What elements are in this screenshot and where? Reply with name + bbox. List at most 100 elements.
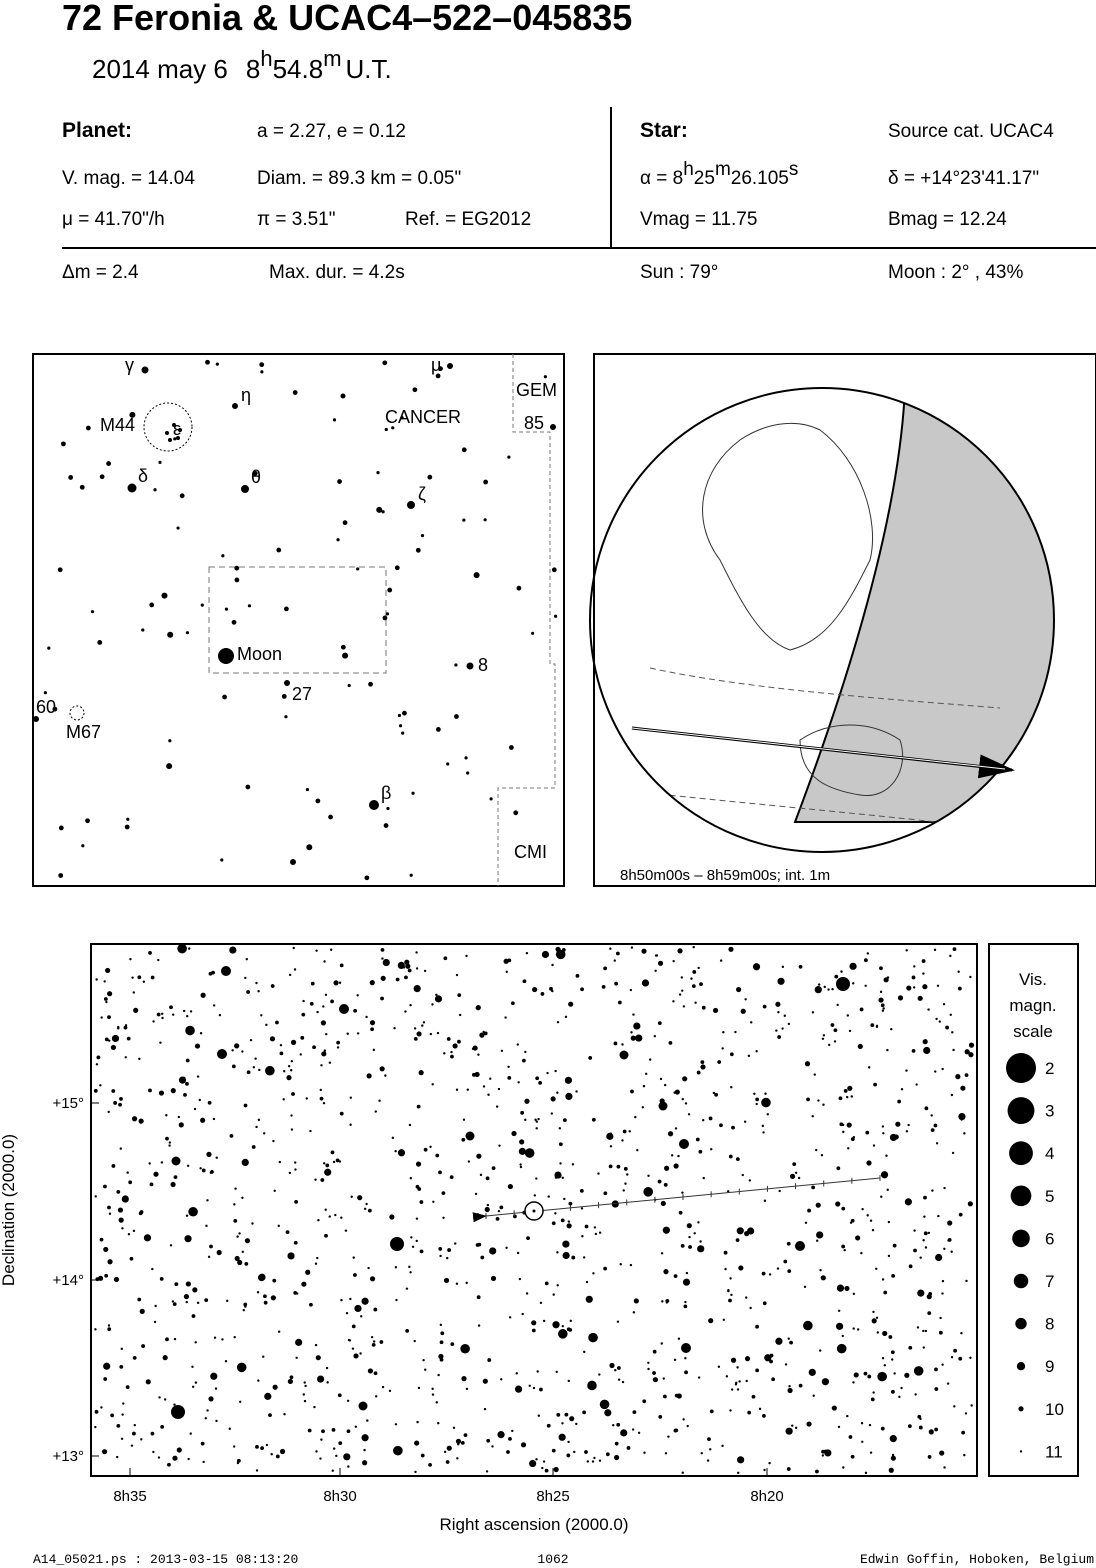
star — [598, 1373, 601, 1376]
star — [934, 1070, 937, 1073]
star — [660, 1252, 664, 1255]
star — [437, 1373, 440, 1377]
finder-label: 60 — [36, 697, 56, 717]
star — [543, 375, 547, 379]
star — [784, 1363, 788, 1366]
star — [450, 1342, 455, 1347]
star — [836, 1003, 839, 1007]
star — [519, 1163, 522, 1166]
star — [949, 1013, 952, 1016]
star — [391, 426, 395, 430]
star — [133, 1423, 136, 1427]
star — [544, 1468, 549, 1473]
y-tick-label: +14° — [53, 1272, 84, 1289]
star — [483, 1407, 487, 1411]
legend-label: 6 — [1045, 1229, 1054, 1248]
star — [471, 1047, 475, 1051]
star — [623, 1166, 628, 1171]
star — [324, 1168, 332, 1176]
star — [178, 1122, 184, 1128]
star — [337, 479, 342, 484]
star — [519, 1165, 523, 1169]
star — [287, 1378, 293, 1385]
star — [964, 1049, 970, 1055]
star — [272, 1384, 278, 1390]
star — [643, 1187, 653, 1197]
star — [309, 1129, 312, 1133]
star — [141, 1344, 146, 1348]
star — [242, 1308, 246, 1312]
star — [365, 1015, 368, 1019]
star — [322, 1005, 325, 1008]
star — [405, 963, 411, 969]
star — [632, 1311, 636, 1314]
source: Source cat. UCAC4 — [888, 121, 1054, 142]
star — [176, 526, 180, 530]
star — [879, 990, 883, 994]
star — [315, 798, 321, 804]
star — [244, 976, 247, 980]
star — [622, 1189, 625, 1192]
star — [881, 1009, 885, 1012]
star — [744, 998, 747, 1001]
star — [890, 1027, 893, 1031]
star — [891, 1274, 896, 1278]
star — [847, 1147, 850, 1150]
star — [895, 1121, 901, 1127]
star — [500, 1049, 504, 1053]
star — [781, 1027, 784, 1030]
star — [94, 1425, 97, 1429]
star — [176, 436, 180, 440]
star — [233, 1335, 236, 1339]
star — [450, 1054, 454, 1059]
star — [632, 1013, 635, 1016]
star — [682, 1418, 685, 1421]
star — [934, 1387, 939, 1391]
star — [440, 1331, 445, 1336]
star — [340, 393, 346, 399]
star — [725, 1375, 729, 1378]
star — [533, 1194, 537, 1197]
star — [33, 716, 39, 722]
star — [654, 969, 657, 972]
star — [476, 1213, 480, 1216]
star — [189, 1432, 192, 1435]
star — [568, 1001, 574, 1007]
star — [619, 1263, 622, 1266]
star — [685, 1271, 689, 1275]
star — [438, 1353, 444, 1360]
star — [191, 1314, 196, 1318]
star-label: Star: — [640, 119, 688, 142]
star — [432, 1200, 435, 1203]
star — [868, 1423, 872, 1427]
star — [94, 1409, 99, 1414]
star — [210, 1372, 218, 1380]
star — [554, 1212, 557, 1215]
star — [446, 762, 450, 766]
star — [922, 1346, 925, 1349]
star — [921, 959, 926, 963]
star — [177, 1115, 181, 1119]
star — [103, 1246, 109, 1253]
star — [119, 1097, 123, 1101]
star — [115, 1455, 119, 1459]
star — [221, 966, 231, 976]
star — [946, 1382, 950, 1385]
star — [575, 1090, 578, 1093]
star — [626, 1446, 631, 1450]
star — [455, 1282, 459, 1285]
star — [131, 1116, 138, 1122]
star — [263, 1132, 266, 1135]
star — [127, 1233, 131, 1236]
star — [867, 1374, 872, 1379]
star — [923, 1231, 928, 1236]
star — [486, 1438, 491, 1443]
star — [256, 1291, 260, 1294]
star — [936, 984, 940, 987]
star — [697, 1221, 700, 1224]
star — [601, 984, 606, 989]
cluster — [143, 402, 193, 452]
star — [105, 967, 111, 974]
star — [414, 1440, 420, 1446]
star — [657, 960, 664, 966]
